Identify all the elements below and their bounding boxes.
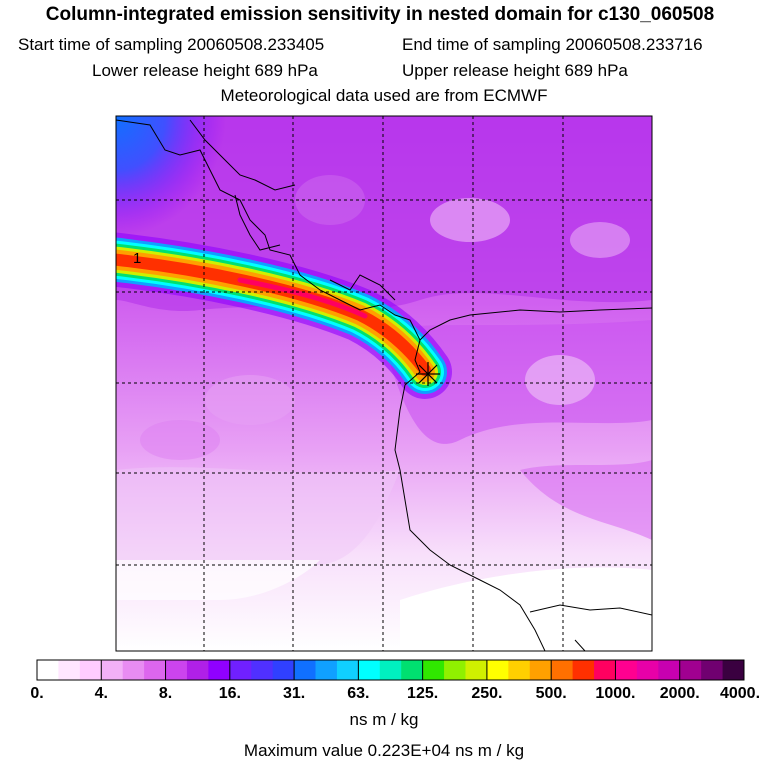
release-point-marker bbox=[416, 362, 440, 386]
colorbar-swatch bbox=[208, 660, 231, 680]
colorbar-swatch bbox=[101, 660, 124, 680]
map-frame bbox=[115, 115, 653, 652]
colorbar-tick-label: 1000. bbox=[595, 685, 636, 702]
colorbar-swatch bbox=[58, 660, 81, 680]
colorbar-swatch bbox=[122, 660, 145, 680]
colorbar-swatch bbox=[251, 660, 274, 680]
colorbar-tick-label: 4000. bbox=[719, 685, 761, 702]
colorbar-swatch bbox=[529, 660, 552, 680]
colorbar-swatch bbox=[229, 660, 252, 680]
colorbar-swatch bbox=[165, 660, 188, 680]
colorbar-swatch bbox=[636, 660, 659, 680]
colorbar-tick-label: 8. bbox=[158, 685, 173, 702]
colorbar-swatch bbox=[315, 660, 338, 680]
colorbar-units: ns m / kg bbox=[349, 710, 419, 729]
colorbar-swatch bbox=[37, 660, 59, 680]
colorbar-tick-label: 31. bbox=[282, 685, 306, 702]
map-grid bbox=[116, 116, 652, 651]
coastline bbox=[116, 119, 652, 651]
upper-release-height-text: Upper release height 689 hPa bbox=[402, 61, 628, 80]
colorbar-swatch bbox=[79, 660, 102, 680]
colorbar-tick-label: 0. bbox=[30, 685, 44, 702]
release-point-label: 1 bbox=[133, 250, 142, 267]
colorbar-swatch bbox=[486, 660, 509, 680]
colorbar bbox=[36, 660, 745, 680]
end-time-text: End time of sampling 20060508.233716 bbox=[402, 35, 703, 54]
lower-release-height-text: Lower release height 689 hPa bbox=[92, 61, 318, 80]
colorbar-swatch bbox=[186, 660, 209, 680]
colorbar-tick-label: 125. bbox=[407, 685, 439, 702]
meteorological-data-text: Meteorological data used are from ECMWF bbox=[220, 86, 548, 105]
colorbar-swatch bbox=[679, 660, 702, 680]
colorbar-swatch bbox=[551, 660, 574, 680]
colorbar-swatch bbox=[272, 660, 295, 680]
colorbar-tick-label: 500. bbox=[535, 685, 567, 702]
colorbar-swatch bbox=[465, 660, 488, 680]
maximum-value-text: Maximum value 0.223E+04 ns m / kg bbox=[243, 741, 525, 760]
colorbar-frame bbox=[36, 659, 745, 681]
colorbar-tick-label: 16. bbox=[218, 685, 241, 702]
colorbar-swatch bbox=[379, 660, 402, 680]
plume bbox=[116, 232, 452, 399]
colorbar-swatch bbox=[615, 660, 638, 680]
colorbar-swatch bbox=[294, 660, 317, 680]
colorbar-swatch bbox=[722, 660, 745, 680]
colorbar-swatch bbox=[572, 660, 595, 680]
colorbar-tick-label: 250. bbox=[471, 685, 503, 702]
colorbar-swatch bbox=[444, 660, 466, 680]
colorbar-swatch bbox=[594, 660, 616, 680]
start-time-text: Start time of sampling 20060508.233405 bbox=[18, 35, 325, 54]
colorbar-tick-label: 63. bbox=[347, 685, 370, 702]
colorbar-swatch bbox=[401, 660, 424, 680]
colorbar-swatch bbox=[701, 660, 724, 680]
colorbar-swatch bbox=[336, 660, 359, 680]
plot-title: Column-integrated emission sensitivity i… bbox=[45, 4, 715, 25]
colorbar-swatch bbox=[358, 660, 381, 680]
colorbar-swatch bbox=[422, 660, 445, 680]
colorbar-swatch bbox=[508, 660, 531, 680]
colorbar-tick-label: 2000. bbox=[659, 685, 700, 702]
colorbar-tick-label: 4. bbox=[94, 685, 108, 702]
colorbar-swatch bbox=[658, 660, 681, 680]
sensitivity-field bbox=[116, 116, 652, 651]
colorbar-swatch bbox=[144, 660, 167, 680]
